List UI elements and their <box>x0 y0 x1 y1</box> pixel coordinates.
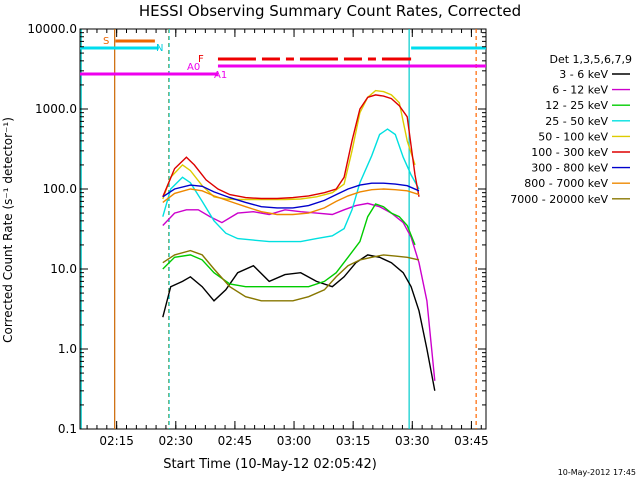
x-tick-label: 03:30 <box>395 434 430 448</box>
series-line-6 <box>162 94 420 200</box>
attenuator-label-a1: A1 <box>214 70 227 81</box>
chart-title: HESSI Observing Summary Count Rates, Cor… <box>139 2 521 20</box>
series-line-5 <box>162 89 416 201</box>
legend-title: Det 1,3,5,6,7,9 <box>549 53 632 66</box>
x-tick-label: 03:15 <box>336 434 371 448</box>
y-tick-label: 10000.0 <box>27 22 77 36</box>
legend-label-4: 25 - 50 keV <box>545 115 608 128</box>
x-axis-label: Start Time (10-May-12 02:05:42) <box>163 457 377 472</box>
flag-label-s: S <box>103 36 109 47</box>
footer-date: 10-May-2012 17:45 <box>558 468 636 477</box>
y-tick-label: 100.0 <box>43 182 77 196</box>
legend-label-8: 800 - 7000 keV <box>524 177 608 190</box>
series-line-2 <box>162 202 436 381</box>
legend-label-1: 3 - 6 keV <box>559 68 608 81</box>
y-tick-label: 1.0 <box>58 342 77 356</box>
legend-label-5: 50 - 100 keV <box>538 130 608 143</box>
x-tick-label: 03:45 <box>454 434 489 448</box>
y-tick-label: 10.0 <box>50 262 77 276</box>
x-tick-label: 02:30 <box>158 434 193 448</box>
series-lines <box>162 89 436 391</box>
series-line-4 <box>162 128 420 243</box>
legend-label-3: 12 - 25 keV <box>545 99 608 112</box>
y-axis-label: Corrected Count Rate (s⁻¹ detector⁻¹) <box>1 117 15 343</box>
x-tick-label: 03:00 <box>277 434 312 448</box>
x-tick-label: 02:15 <box>99 434 134 448</box>
x-axis-ticks: 02:15 02:30 02:45 03:00 03:15 03:30 03:45 <box>86 29 489 448</box>
series-line-7 <box>162 182 420 209</box>
plot-area <box>79 28 487 430</box>
flag-bands: S N FA0 A1 <box>80 29 486 429</box>
y-tick-label: 1000.0 <box>35 102 77 116</box>
flag-label-n: N <box>156 43 163 54</box>
legend-label-6: 100 - 300 keV <box>531 146 608 159</box>
series-line-9 <box>162 249 420 302</box>
series-line-3 <box>162 203 416 288</box>
plot-frame <box>79 28 487 430</box>
legend-label-9: 7000 - 20000 keV <box>510 193 608 206</box>
legend-label-7: 300 - 800 keV <box>531 162 608 175</box>
legend: 3 - 6 keV 6 - 12 keV 12 - 25 keV 25 - 50 ke… <box>510 68 630 206</box>
series-line-1 <box>162 254 436 391</box>
flag-label-f: F <box>198 54 204 65</box>
legend-label-2: 6 - 12 keV <box>552 84 608 97</box>
y-axis-ticks: 10000.0 1000.0 100.0 10.0 1.0 0.1 <box>27 22 486 436</box>
y-tick-label: 0.1 <box>58 422 77 436</box>
attenuator-label-a0: A0 <box>187 62 200 73</box>
series-line-8 <box>162 188 420 216</box>
x-tick-label: 02:45 <box>218 434 253 448</box>
